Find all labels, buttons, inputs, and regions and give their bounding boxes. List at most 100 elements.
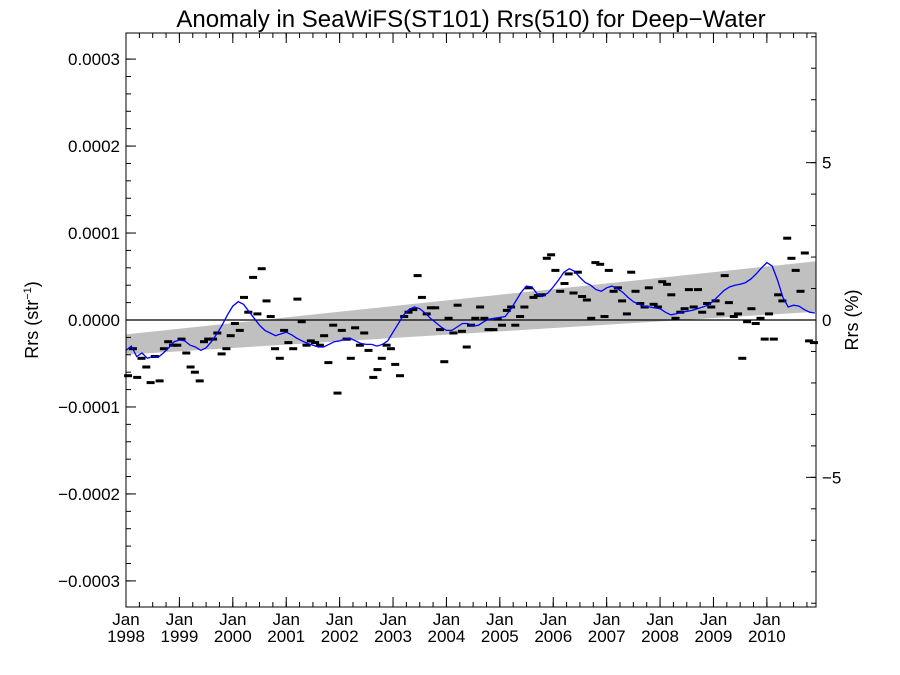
monthly-point bbox=[564, 272, 573, 276]
x-tick-label-year: 2000 bbox=[214, 627, 252, 646]
monthly-point bbox=[671, 316, 680, 320]
monthly-point bbox=[743, 320, 752, 324]
monthly-point bbox=[275, 356, 284, 360]
x-tick-label-year: 1998 bbox=[107, 627, 145, 646]
monthly-point bbox=[547, 253, 556, 257]
x-tick-label-year: 2004 bbox=[428, 627, 466, 646]
monthly-point bbox=[805, 339, 814, 343]
monthly-point bbox=[409, 308, 418, 312]
monthly-point bbox=[400, 315, 409, 318]
monthly-point bbox=[778, 299, 787, 303]
monthly-point bbox=[333, 391, 342, 395]
monthly-point bbox=[489, 328, 498, 332]
x-tick-label-year: 1999 bbox=[160, 627, 198, 646]
monthly-point bbox=[684, 288, 693, 292]
monthly-point bbox=[253, 312, 262, 316]
monthly-point bbox=[542, 256, 551, 260]
monthly-point bbox=[524, 286, 533, 290]
y-axis-label-left-main: Rrs (str bbox=[22, 300, 42, 359]
monthly-point bbox=[133, 375, 142, 379]
monthly-point bbox=[796, 289, 805, 293]
monthly-point bbox=[716, 312, 725, 316]
monthly-point bbox=[480, 316, 489, 320]
monthly-point bbox=[498, 323, 506, 327]
monthly-point bbox=[449, 331, 458, 335]
monthly-point bbox=[266, 315, 275, 318]
monthly-point bbox=[667, 293, 676, 297]
monthly-point bbox=[604, 268, 613, 272]
monthly-point bbox=[404, 310, 413, 314]
monthly-point bbox=[698, 310, 707, 314]
x-tick-label-month: Jan bbox=[433, 610, 460, 629]
monthly-point bbox=[257, 267, 266, 271]
monthly-point bbox=[297, 320, 306, 324]
monthly-point bbox=[578, 295, 587, 298]
monthly-point bbox=[493, 317, 502, 321]
monthly-point bbox=[182, 351, 191, 355]
chart-title: Anomaly in SeaWiFS(ST101) Rrs(510) for D… bbox=[176, 6, 765, 33]
x-tick-label-year: 2010 bbox=[748, 627, 786, 646]
monthly-point bbox=[476, 305, 485, 309]
x-tick-label-year: 2003 bbox=[374, 627, 412, 646]
monthly-point bbox=[649, 302, 658, 306]
monthly-point bbox=[751, 322, 760, 325]
monthly-point bbox=[502, 308, 511, 312]
monthly-point bbox=[315, 343, 324, 347]
monthly-point bbox=[320, 334, 329, 338]
monthly-point bbox=[235, 328, 244, 332]
axes: 0.0003 0.0002 0.0001 0.0000 −0.0001 −0.0002 −0… bbox=[58, 32, 841, 646]
monthly-point bbox=[457, 329, 466, 333]
monthly-point bbox=[809, 341, 818, 345]
x-tick-label-month: Jan bbox=[219, 610, 246, 629]
y-tick-label-left: 0.0002 bbox=[68, 137, 120, 156]
x-tick-label-month: Jan bbox=[540, 610, 567, 629]
monthly-point bbox=[240, 295, 248, 299]
y-axis-label-right: Rrs (%) bbox=[842, 290, 862, 351]
x-tick-label-year: 2002 bbox=[321, 627, 359, 646]
monthly-point bbox=[551, 268, 560, 272]
monthly-point bbox=[271, 347, 279, 351]
monthly-point bbox=[417, 295, 426, 299]
monthly-point bbox=[689, 305, 698, 309]
y-tick-label-left: −0.0001 bbox=[58, 398, 120, 417]
monthly-point bbox=[729, 315, 738, 318]
x-tick-label-month: Jan bbox=[326, 610, 353, 629]
x-tick-label-year: 2007 bbox=[588, 627, 626, 646]
monthly-point bbox=[569, 291, 578, 295]
monthly-point bbox=[382, 343, 391, 347]
x-tick-label-month: Jan bbox=[379, 610, 406, 629]
x-tick-label-month: Jan bbox=[753, 610, 780, 629]
y-tick-label-left: 0.0001 bbox=[68, 224, 120, 243]
monthly-point bbox=[431, 306, 440, 310]
monthly-point bbox=[800, 251, 809, 255]
y-axis-label-left-close: ) bbox=[22, 281, 42, 287]
monthly-point bbox=[529, 295, 538, 299]
monthly-point bbox=[360, 331, 369, 335]
y-tick-label-left: 0.0000 bbox=[68, 311, 120, 330]
monthly-point bbox=[146, 381, 155, 385]
monthly-point bbox=[262, 299, 271, 303]
x-tick-label-year: 2005 bbox=[481, 627, 519, 646]
monthly-point bbox=[391, 362, 400, 366]
y-axis-label-left-sup: −1 bbox=[22, 287, 34, 300]
monthly-point bbox=[329, 323, 338, 327]
y-tick-label-right: 0 bbox=[822, 311, 831, 330]
monthly-point bbox=[177, 337, 186, 341]
monthly-point bbox=[373, 368, 382, 372]
monthly-point bbox=[560, 282, 569, 285]
monthly-point bbox=[440, 360, 449, 364]
monthly-point bbox=[453, 303, 462, 307]
y-axis-label-left: Rrs (str−1) bbox=[22, 281, 42, 359]
monthly-point bbox=[573, 270, 582, 274]
monthly-point bbox=[164, 340, 173, 344]
monthly-point bbox=[747, 307, 756, 311]
monthly-point bbox=[222, 347, 231, 351]
monthly-point bbox=[364, 348, 373, 352]
y-tick-label-left: −0.0002 bbox=[58, 485, 120, 504]
monthly-point bbox=[724, 301, 733, 305]
x-tick-label-month: Jan bbox=[700, 610, 727, 629]
x-tick-label-month: Jan bbox=[166, 610, 193, 629]
monthly-point bbox=[142, 365, 151, 369]
monthly-point bbox=[707, 305, 716, 309]
